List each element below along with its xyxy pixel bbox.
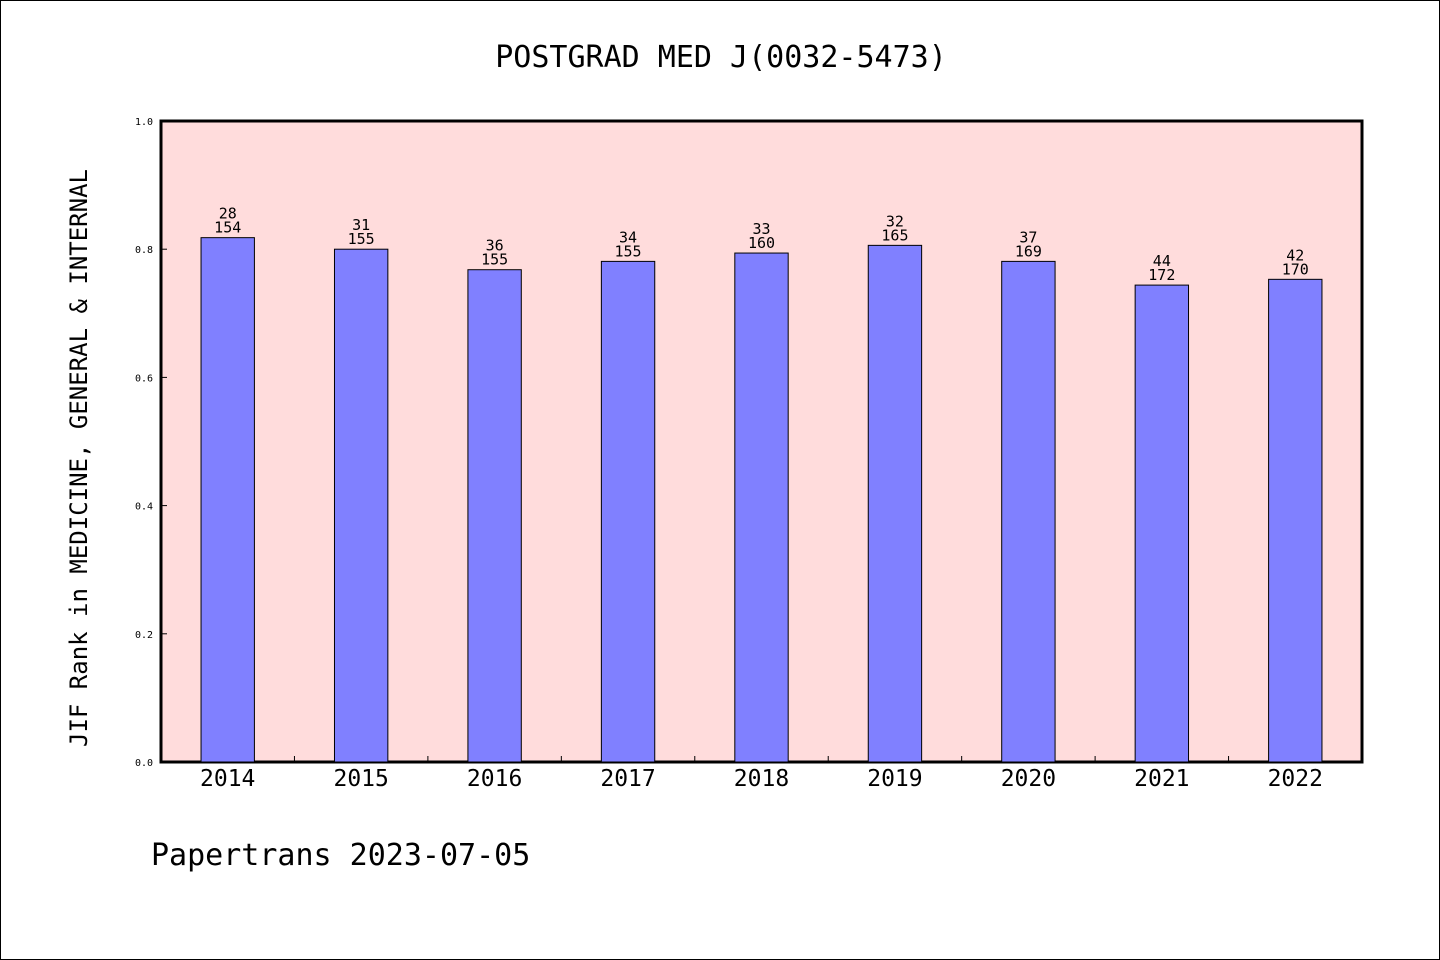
x-tick-label: 2019 xyxy=(867,766,922,792)
bar xyxy=(1268,278,1323,763)
x-tick-label: 2016 xyxy=(467,766,522,792)
bar-total-label: 155 xyxy=(615,242,642,260)
x-axis: 2014 2015 2016 2017 2018 2019 2020 2021 2022 xyxy=(200,756,1323,792)
bar-total-label: 170 xyxy=(1282,260,1309,278)
y-tick-label: 0.2 xyxy=(135,630,153,641)
bar xyxy=(333,248,389,763)
chart-title: POSTGRAD MED J(0032-5473) xyxy=(495,40,947,75)
footer-text: Papertrans 2023-07-05 xyxy=(151,838,530,873)
y-tick-label: 0.4 xyxy=(135,502,153,513)
bar-rank-label: 34 xyxy=(619,228,637,246)
x-tick-label: 2020 xyxy=(1001,766,1056,792)
bar-total-label: 155 xyxy=(348,230,375,248)
bar xyxy=(600,260,656,763)
bar-rank-label: 44 xyxy=(1153,252,1171,270)
x-tick-label: 2015 xyxy=(333,766,388,792)
x-tick-label: 2022 xyxy=(1268,766,1323,792)
bar xyxy=(867,244,923,763)
bar-rank-label: 36 xyxy=(486,237,504,255)
bar-total-label: 169 xyxy=(1015,242,1042,260)
y-tick-label: 0.8 xyxy=(135,245,153,256)
y-tick-label: 0.0 xyxy=(135,758,153,769)
x-tick-label: 2021 xyxy=(1134,766,1189,792)
bar-total-label: 155 xyxy=(481,251,508,269)
bar-total-label: 154 xyxy=(214,219,241,237)
y-axis-label: JIF Rank in MEDICINE, GENERAL & INTERNAL xyxy=(65,169,93,747)
bar-total-label: 165 xyxy=(881,226,908,244)
bar-rank-label: 28 xyxy=(219,205,237,223)
bar xyxy=(734,252,789,763)
bar xyxy=(467,269,522,763)
bar xyxy=(1001,260,1056,763)
bar xyxy=(1134,284,1190,763)
x-tick-label: 2017 xyxy=(600,766,655,792)
bar-rank-label: 31 xyxy=(352,216,370,234)
bar-rank-label: 33 xyxy=(752,220,770,238)
x-tick-label: 2018 xyxy=(734,766,789,792)
bar-rank-label: 37 xyxy=(1019,228,1037,246)
bar-rank-label: 32 xyxy=(886,212,904,230)
y-tick-label: 1.0 xyxy=(135,117,153,128)
y-axis: 0.0 0.2 0.4 0.6 0.8 1.0 xyxy=(135,117,167,769)
x-tick-label: 2014 xyxy=(200,766,255,792)
y-tick-label: 0.6 xyxy=(135,373,153,384)
bar xyxy=(200,237,255,763)
bar-total-label: 160 xyxy=(748,234,775,252)
bar-total-label: 172 xyxy=(1148,266,1175,284)
bar-rank-label: 42 xyxy=(1286,246,1304,264)
